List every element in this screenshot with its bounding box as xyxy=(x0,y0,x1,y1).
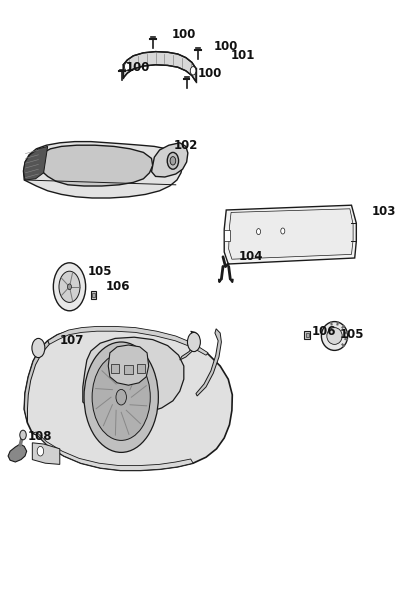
Circle shape xyxy=(190,67,196,75)
Polygon shape xyxy=(180,331,199,360)
Text: 105: 105 xyxy=(88,265,113,278)
Polygon shape xyxy=(229,209,353,259)
Ellipse shape xyxy=(327,328,342,344)
Circle shape xyxy=(257,229,261,235)
Polygon shape xyxy=(196,329,221,396)
Polygon shape xyxy=(48,326,208,355)
Text: 104: 104 xyxy=(238,250,263,263)
Circle shape xyxy=(124,62,130,71)
Text: 108: 108 xyxy=(27,430,52,443)
Text: 100: 100 xyxy=(172,28,196,41)
Circle shape xyxy=(20,430,26,440)
Circle shape xyxy=(187,332,200,352)
Circle shape xyxy=(37,446,44,456)
Polygon shape xyxy=(24,341,49,423)
Bar xyxy=(305,332,309,337)
Text: 103: 103 xyxy=(372,205,396,218)
Bar xyxy=(305,331,310,338)
Circle shape xyxy=(53,263,86,311)
Text: 106: 106 xyxy=(312,325,337,338)
Circle shape xyxy=(67,284,72,290)
Polygon shape xyxy=(40,145,153,186)
Polygon shape xyxy=(123,52,196,82)
Bar xyxy=(91,291,97,299)
Text: 100: 100 xyxy=(198,67,222,80)
Text: 107: 107 xyxy=(60,334,84,347)
Text: 101: 101 xyxy=(230,49,255,62)
Circle shape xyxy=(32,338,45,358)
Circle shape xyxy=(281,228,285,234)
Polygon shape xyxy=(32,443,60,464)
Text: 102: 102 xyxy=(174,139,198,152)
Bar xyxy=(124,365,133,374)
Circle shape xyxy=(92,354,150,440)
Text: 100: 100 xyxy=(125,61,149,74)
Polygon shape xyxy=(8,444,27,462)
Polygon shape xyxy=(32,432,193,470)
Bar xyxy=(111,364,119,373)
Ellipse shape xyxy=(322,322,347,350)
Circle shape xyxy=(59,271,80,302)
Text: 106: 106 xyxy=(106,280,130,293)
Text: 105: 105 xyxy=(340,328,365,341)
Polygon shape xyxy=(108,345,149,385)
Polygon shape xyxy=(23,146,48,180)
Polygon shape xyxy=(23,142,183,198)
Polygon shape xyxy=(152,143,188,177)
Circle shape xyxy=(84,342,158,452)
Bar xyxy=(92,293,95,298)
Polygon shape xyxy=(24,328,232,470)
Circle shape xyxy=(170,157,176,165)
Polygon shape xyxy=(224,205,356,264)
Circle shape xyxy=(116,389,126,405)
Circle shape xyxy=(167,152,179,169)
Bar xyxy=(224,230,230,241)
Bar xyxy=(137,364,145,373)
Text: 100: 100 xyxy=(214,40,238,53)
Polygon shape xyxy=(83,337,184,415)
